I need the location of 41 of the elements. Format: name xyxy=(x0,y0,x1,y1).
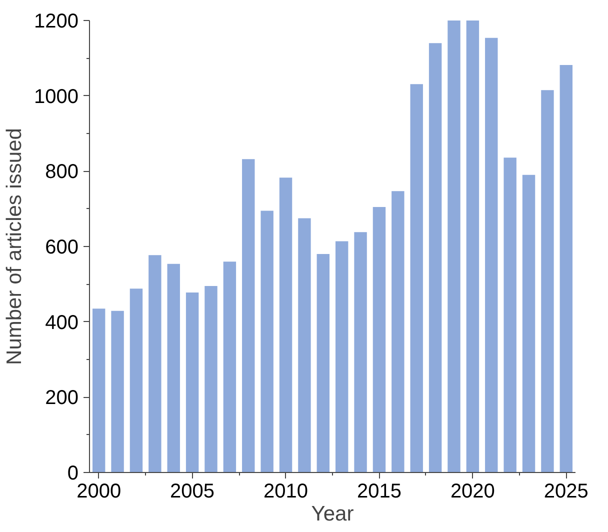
y-axis-title: Number of articles issued xyxy=(3,128,26,365)
bar xyxy=(92,308,106,472)
bar xyxy=(504,158,516,472)
y-tick-label: 800 xyxy=(45,161,79,184)
bar xyxy=(298,218,311,472)
bar xyxy=(111,310,124,472)
x-tick-label: 2020 xyxy=(450,480,495,502)
bar xyxy=(354,232,367,472)
bar xyxy=(130,288,143,472)
bar xyxy=(223,262,236,472)
y-tick-label: 400 xyxy=(45,312,79,334)
bar xyxy=(148,255,162,472)
y-tick-label: 1000 xyxy=(34,86,79,108)
x-tick-label: 2015 xyxy=(356,480,402,502)
y-tick-label: 0 xyxy=(67,462,78,484)
bar xyxy=(428,43,442,472)
bar xyxy=(392,191,404,472)
bar xyxy=(466,20,480,472)
bar xyxy=(448,20,460,472)
bar xyxy=(560,64,573,472)
bar xyxy=(242,159,255,472)
bar xyxy=(541,90,554,472)
x-tick-label: 2025 xyxy=(544,480,588,502)
bar xyxy=(335,241,348,472)
x-tick-label: 2010 xyxy=(264,480,308,502)
bar xyxy=(167,264,180,472)
y-tick-label: 200 xyxy=(45,387,79,410)
x-axis-title: Year xyxy=(311,502,354,526)
y-tick-label: 1200 xyxy=(34,10,79,32)
y-tick-label: 600 xyxy=(45,236,79,258)
bar xyxy=(204,286,218,472)
bar xyxy=(260,210,274,472)
x-tick-label: 2000 xyxy=(76,480,122,502)
bar xyxy=(485,38,498,472)
bar xyxy=(316,254,330,472)
bar xyxy=(410,84,423,472)
bar xyxy=(372,206,386,472)
bar xyxy=(279,178,292,472)
bar xyxy=(522,174,536,472)
bar xyxy=(186,292,199,472)
x-tick-label: 2005 xyxy=(170,480,215,502)
